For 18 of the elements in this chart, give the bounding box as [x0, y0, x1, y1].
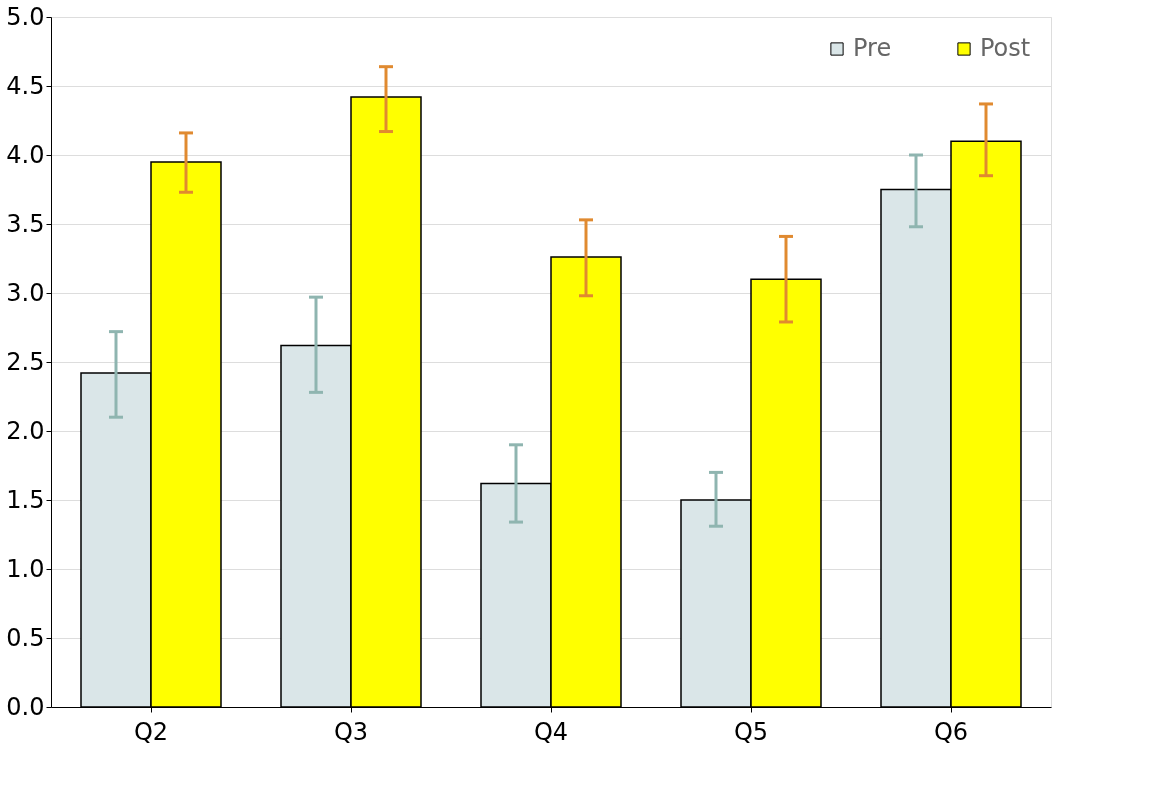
y-tick-label: 3.5 — [6, 209, 45, 238]
y-tick-label: 5.0 — [6, 2, 45, 31]
x-tick-label: Q2 — [133, 717, 169, 746]
y-tick-label: 1.5 — [6, 485, 45, 514]
y-tick-label: 2.5 — [6, 347, 45, 376]
y-tick-label: 1.0 — [6, 554, 45, 583]
y-tick-label: 2.0 — [6, 416, 45, 445]
y-tick-label: 4.0 — [6, 140, 45, 169]
y-tick-label: 0.0 — [6, 692, 45, 721]
x-tick-label: Q3 — [333, 717, 369, 746]
y-tick-label: 4.5 — [6, 71, 45, 100]
x-tick-label: Q5 — [733, 717, 769, 746]
legend-label: Post — [980, 34, 1031, 62]
x-tick-label: Q4 — [533, 717, 569, 746]
legend-label: Pre — [853, 34, 892, 62]
x-tick-label: Q6 — [933, 717, 969, 746]
y-tick-label: 0.5 — [6, 623, 45, 652]
y-tick-label: 3.0 — [6, 278, 45, 307]
